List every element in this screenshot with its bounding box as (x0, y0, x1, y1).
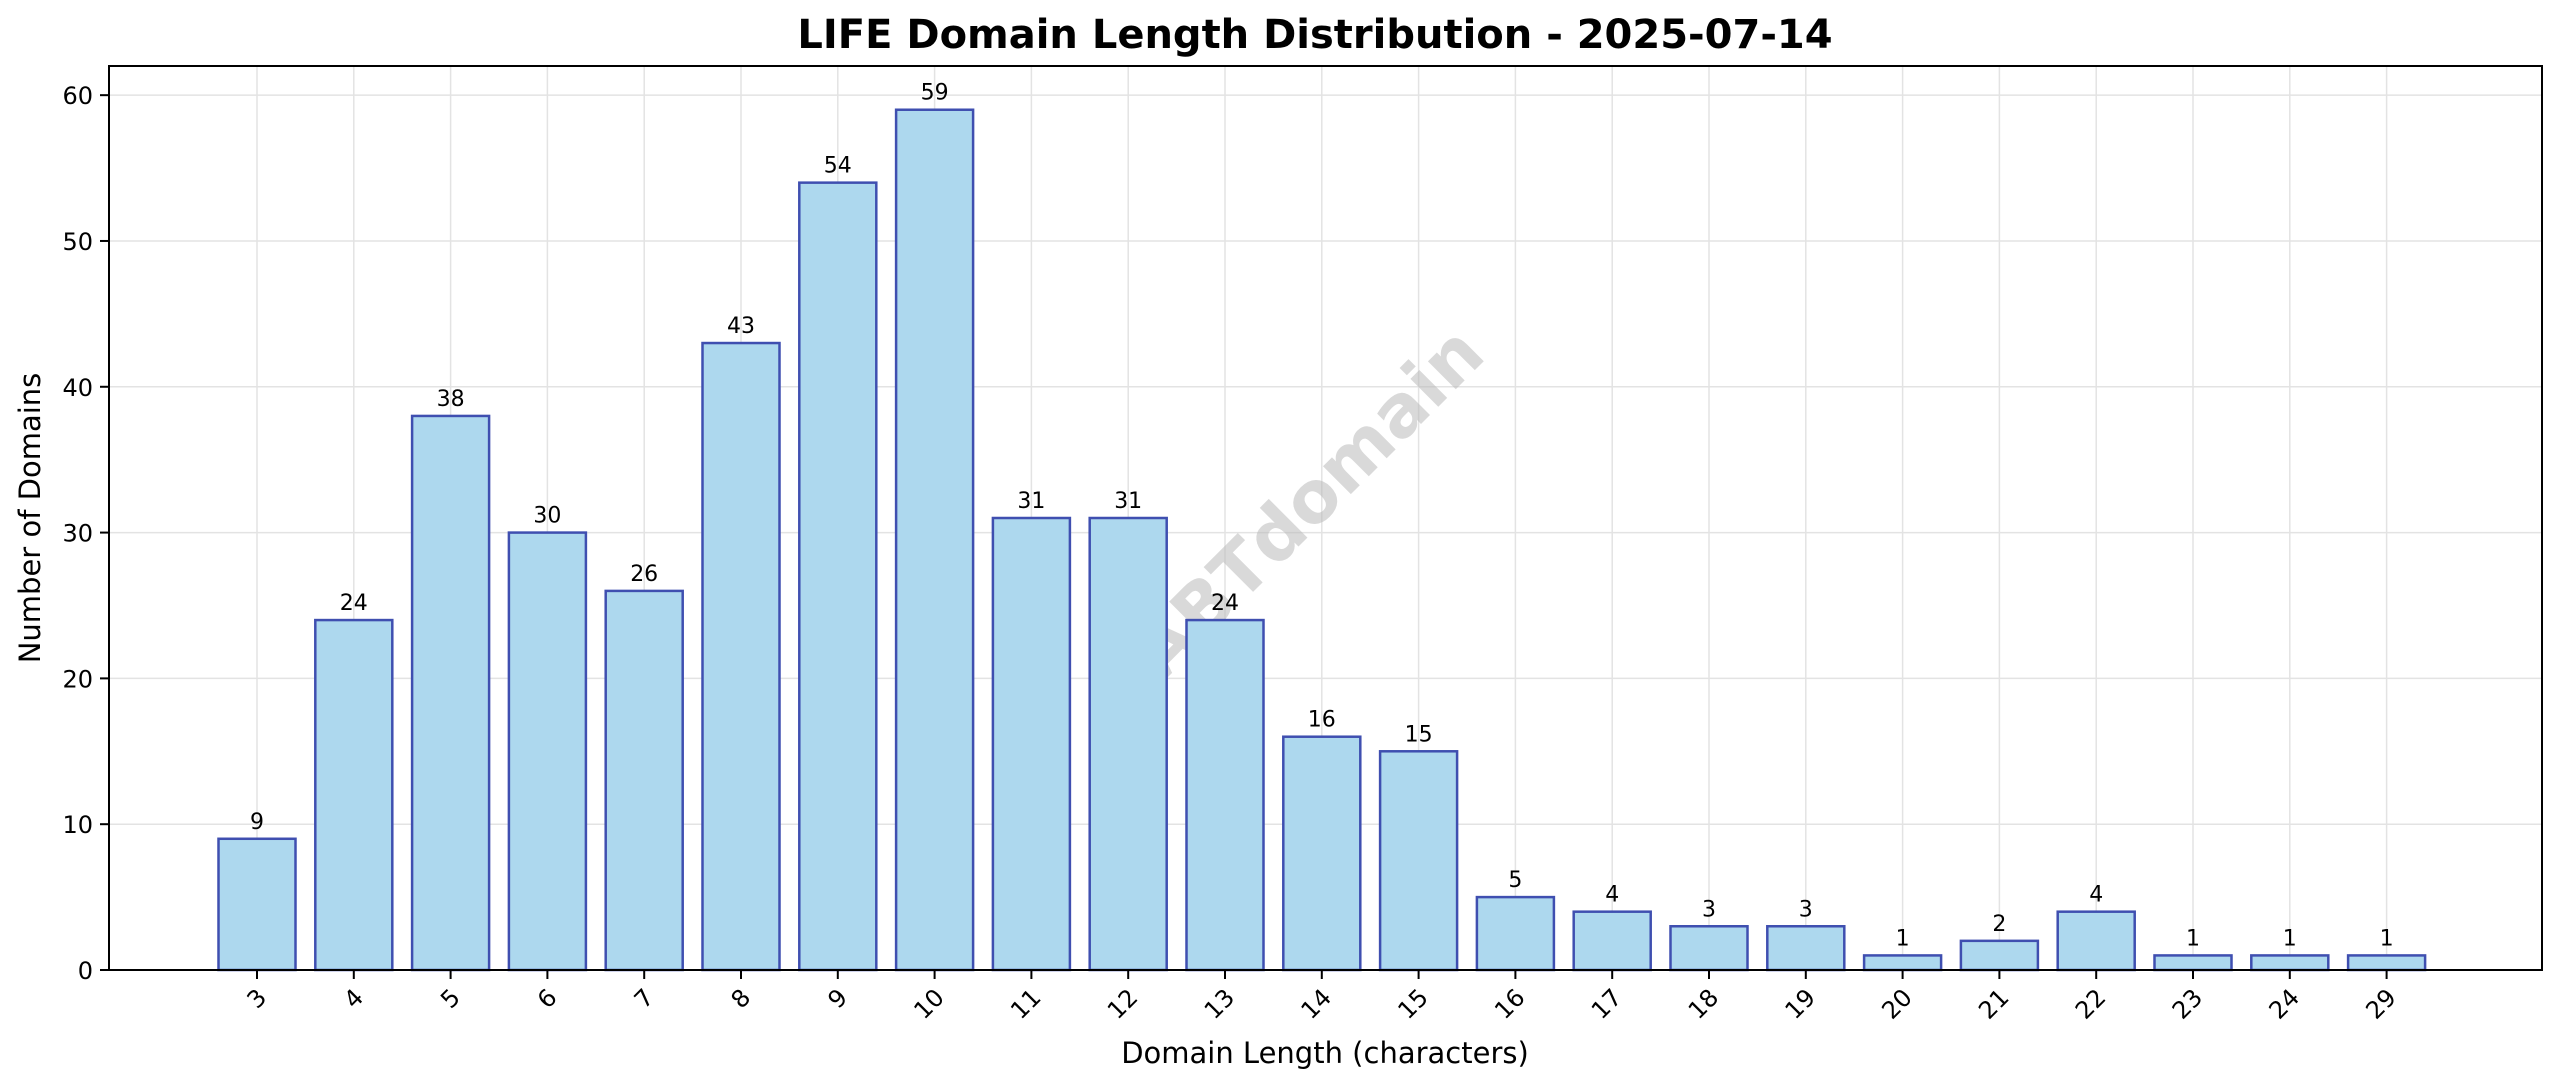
bar (1185, 618, 1265, 972)
bar (2056, 910, 2136, 972)
bar (2250, 954, 2330, 972)
x-tick-label: 10 (908, 983, 949, 1024)
x-tick-label: 4 (338, 983, 369, 1014)
y-axis-ticks: 0 10 20 30 40 50 60 (62, 82, 109, 985)
bar-value-label: 9 (250, 810, 264, 835)
bar-value-label: 4 (1605, 883, 1619, 908)
watermark: ABTdomain (1115, 310, 1500, 695)
x-tick-label: 7 (629, 983, 660, 1014)
bar-value-label: 1 (1896, 926, 1910, 951)
x-tick-label: 18 (1683, 983, 1724, 1024)
bar (1862, 954, 1943, 972)
x-tick-label: 24 (2264, 983, 2305, 1024)
x-tick-label: 13 (1199, 983, 1240, 1024)
x-tick-label: 19 (1780, 983, 1821, 1024)
x-tick-label: 20 (1876, 983, 1917, 1024)
bar (2153, 954, 2233, 972)
y-axis-label: Number of Domains (13, 373, 47, 664)
bar (798, 181, 878, 972)
bar-value-label: 3 (1799, 897, 1813, 922)
bar (1282, 735, 1362, 972)
bar (314, 618, 394, 972)
bar (701, 341, 781, 972)
x-tick-label: 16 (1489, 983, 1530, 1024)
x-tick-label: 21 (1973, 983, 2014, 1024)
bar (1572, 910, 1652, 972)
bar (1475, 895, 1556, 972)
x-tick-label: 8 (726, 983, 757, 1014)
chart-title: LIFE Domain Length Distribution - 2025-0… (797, 12, 1832, 58)
bar (507, 531, 588, 972)
bar-value-label: 15 (1405, 722, 1433, 747)
x-tick-label: 14 (1296, 983, 1337, 1024)
bar-value-label: 38 (437, 387, 465, 412)
bar-value-label: 31 (1114, 489, 1142, 514)
bar (1378, 750, 1459, 972)
bar-value-label: 31 (1017, 489, 1045, 514)
y-tick-label: 40 (62, 374, 93, 402)
y-tick-label: 20 (62, 665, 93, 693)
x-tick-label: 17 (1586, 983, 1627, 1024)
plot-frame (108, 65, 2543, 971)
bar (1766, 925, 1846, 972)
bar (1959, 939, 2040, 972)
x-tick-label: 29 (2360, 983, 2401, 1024)
x-tick-label: 3 (242, 983, 273, 1014)
x-tick-label: 11 (1005, 983, 1046, 1024)
y-tick-label: 60 (62, 82, 93, 110)
x-tick-label: 12 (1102, 983, 1143, 1024)
bar-value-label: 24 (340, 591, 368, 616)
bar-value-label: 26 (630, 562, 658, 587)
y-tick-label: 0 (78, 957, 93, 985)
bar (410, 414, 491, 972)
bar (991, 516, 1072, 972)
bar-value-label: 1 (2186, 926, 2200, 951)
x-tick-label: 22 (2070, 983, 2111, 1024)
y-tick-label: 50 (62, 228, 93, 256)
x-tick-label: 6 (532, 983, 563, 1014)
bar-value-label: 24 (1211, 591, 1239, 616)
x-tick-label: 15 (1392, 983, 1433, 1024)
bar-value-label: 4 (2089, 883, 2103, 908)
bars (217, 108, 2427, 972)
x-tick-label: 23 (2167, 983, 2208, 1024)
x-tick-label: 9 (822, 983, 853, 1014)
bar (2346, 954, 2427, 972)
bar-value-label: 30 (533, 504, 561, 529)
x-tick-label: 5 (435, 983, 466, 1014)
bar-value-label: 5 (1508, 868, 1522, 893)
bar-value-label: 1 (2380, 926, 2394, 951)
bar (217, 837, 297, 972)
bar (1088, 516, 1168, 972)
bar-value-label: 43 (727, 314, 755, 339)
y-tick-label: 30 (62, 520, 93, 548)
bar-value-label: 54 (824, 154, 852, 179)
x-axis-label: Domain Length (characters) (1121, 1036, 1529, 1070)
bar (1669, 925, 1749, 972)
bar-value-label: 59 (921, 81, 949, 106)
y-tick-label: 10 (62, 811, 93, 839)
bar (894, 108, 975, 972)
bar-value-label: 3 (1702, 897, 1716, 922)
bar-value-label: 16 (1308, 708, 1336, 733)
bar-value-label: 2 (1992, 912, 2006, 937)
x-axis-ticks: 3 4 5 6 7 8 9 10 11 12 13 14 15 16 17 18 19 20 21 22 23 24 29 (242, 970, 2402, 1025)
bar (604, 589, 684, 972)
bar-value-label: 1 (2283, 926, 2297, 951)
